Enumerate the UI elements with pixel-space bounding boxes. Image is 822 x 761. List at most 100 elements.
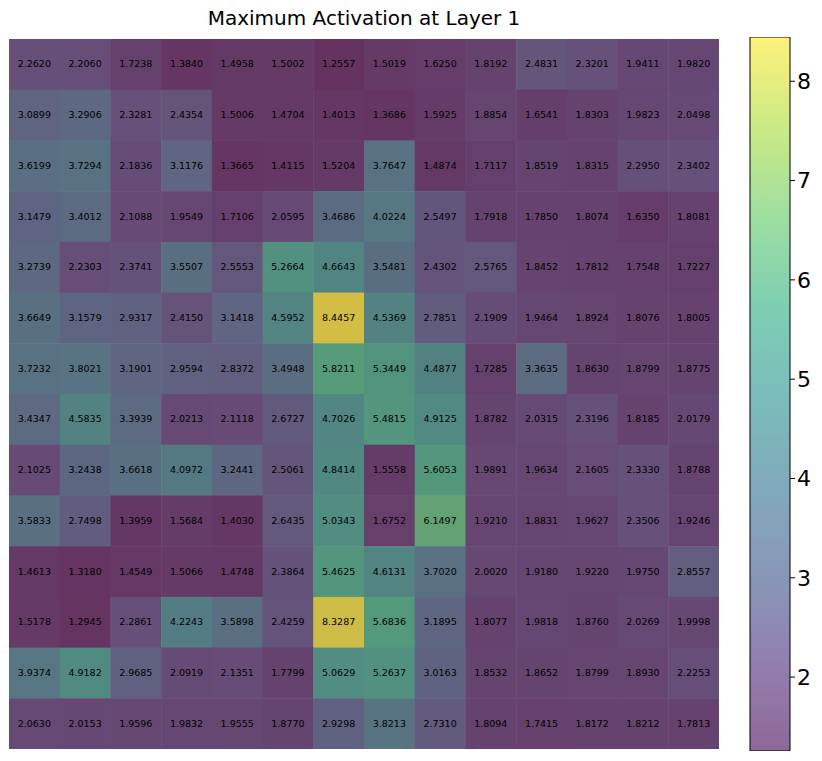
svg-text:7: 7 bbox=[797, 168, 811, 193]
svg-text:1.7117: 1.7117 bbox=[474, 160, 507, 171]
svg-text:1.7285: 1.7285 bbox=[474, 363, 507, 374]
svg-text:2.9594: 2.9594 bbox=[170, 363, 203, 374]
svg-text:2.2303: 2.2303 bbox=[68, 261, 101, 272]
svg-text:3.3939: 3.3939 bbox=[119, 413, 152, 424]
svg-text:2.3201: 2.3201 bbox=[576, 58, 609, 69]
svg-text:3.5481: 3.5481 bbox=[373, 261, 406, 272]
svg-text:1.4874: 1.4874 bbox=[423, 160, 456, 171]
svg-text:1.7548: 1.7548 bbox=[626, 261, 659, 272]
svg-text:1.9634: 1.9634 bbox=[525, 464, 558, 475]
svg-text:1.8519: 1.8519 bbox=[525, 160, 558, 171]
svg-text:2.0153: 2.0153 bbox=[68, 718, 101, 729]
svg-text:1.4704: 1.4704 bbox=[271, 109, 304, 120]
svg-text:1.8315: 1.8315 bbox=[576, 160, 609, 171]
svg-text:2.2253: 2.2253 bbox=[677, 667, 710, 678]
svg-text:1.8452: 1.8452 bbox=[525, 261, 558, 272]
svg-text:1.9820: 1.9820 bbox=[677, 58, 710, 69]
svg-text:4.5952: 4.5952 bbox=[271, 312, 304, 323]
svg-text:1.9832: 1.9832 bbox=[170, 718, 203, 729]
svg-text:2.3864: 2.3864 bbox=[271, 566, 304, 577]
svg-text:3: 3 bbox=[797, 566, 811, 591]
svg-text:5.2637: 5.2637 bbox=[373, 667, 406, 678]
svg-text:1.8799: 1.8799 bbox=[576, 667, 609, 678]
svg-text:2.0919: 2.0919 bbox=[170, 667, 203, 678]
svg-text:3.5898: 3.5898 bbox=[221, 616, 254, 627]
svg-text:1.4613: 1.4613 bbox=[18, 566, 51, 577]
svg-text:5: 5 bbox=[797, 367, 811, 392]
svg-text:2.0179: 2.0179 bbox=[677, 413, 710, 424]
svg-text:1.8081: 1.8081 bbox=[677, 211, 710, 222]
svg-text:1.4115: 1.4115 bbox=[271, 160, 304, 171]
svg-text:2.0213: 2.0213 bbox=[170, 413, 203, 424]
svg-text:4.9125: 4.9125 bbox=[423, 413, 456, 424]
svg-text:1.7813: 1.7813 bbox=[677, 718, 710, 729]
svg-text:2.7310: 2.7310 bbox=[423, 718, 456, 729]
svg-text:1.4958: 1.4958 bbox=[221, 58, 254, 69]
svg-text:5.6053: 5.6053 bbox=[423, 464, 456, 475]
svg-text:1.9411: 1.9411 bbox=[626, 58, 659, 69]
svg-text:1.6541: 1.6541 bbox=[525, 109, 558, 120]
svg-text:2.1118: 2.1118 bbox=[221, 413, 254, 424]
svg-text:1.9998: 1.9998 bbox=[677, 616, 710, 627]
svg-text:2.4150: 2.4150 bbox=[170, 312, 203, 323]
svg-text:3.7294: 3.7294 bbox=[68, 160, 101, 171]
svg-text:4.8414: 4.8414 bbox=[322, 464, 355, 475]
svg-text:2.8557: 2.8557 bbox=[677, 566, 710, 577]
svg-text:1.8005: 1.8005 bbox=[677, 312, 710, 323]
svg-text:1.8788: 1.8788 bbox=[677, 464, 710, 475]
svg-text:2.4354: 2.4354 bbox=[170, 109, 203, 120]
svg-text:1.5178: 1.5178 bbox=[18, 616, 51, 627]
svg-text:1.2557: 1.2557 bbox=[322, 58, 355, 69]
svg-text:1.7227: 1.7227 bbox=[677, 261, 710, 272]
svg-text:2.9317: 2.9317 bbox=[119, 312, 152, 323]
svg-text:3.9374: 3.9374 bbox=[18, 667, 51, 678]
svg-text:3.4948: 3.4948 bbox=[271, 363, 304, 374]
svg-text:4.4877: 4.4877 bbox=[423, 363, 456, 374]
svg-text:2: 2 bbox=[797, 665, 811, 690]
svg-text:1.8094: 1.8094 bbox=[474, 718, 507, 729]
svg-text:3.2906: 3.2906 bbox=[68, 109, 101, 120]
svg-text:5.2664: 5.2664 bbox=[271, 261, 304, 272]
svg-text:3.7020: 3.7020 bbox=[423, 566, 456, 577]
svg-text:2.0630: 2.0630 bbox=[18, 718, 51, 729]
svg-text:2.5765: 2.5765 bbox=[474, 261, 507, 272]
svg-text:1.4748: 1.4748 bbox=[221, 566, 254, 577]
svg-text:3.3635: 3.3635 bbox=[525, 363, 558, 374]
svg-text:3.1895: 3.1895 bbox=[423, 616, 456, 627]
svg-text:1.5558: 1.5558 bbox=[373, 464, 406, 475]
svg-text:2.5553: 2.5553 bbox=[221, 261, 254, 272]
svg-text:3.5507: 3.5507 bbox=[170, 261, 203, 272]
svg-text:1.9220: 1.9220 bbox=[576, 566, 609, 577]
svg-text:1.8076: 1.8076 bbox=[626, 312, 659, 323]
svg-text:2.3281: 2.3281 bbox=[119, 109, 152, 120]
svg-text:5.0343: 5.0343 bbox=[322, 515, 355, 526]
svg-text:1.2945: 1.2945 bbox=[68, 616, 101, 627]
svg-text:1.7812: 1.7812 bbox=[576, 261, 609, 272]
svg-text:1.7238: 1.7238 bbox=[119, 58, 152, 69]
svg-text:1.8799: 1.8799 bbox=[626, 363, 659, 374]
svg-text:1.7850: 1.7850 bbox=[525, 211, 558, 222]
svg-text:2.6727: 2.6727 bbox=[271, 413, 304, 424]
svg-text:1.8532: 1.8532 bbox=[474, 667, 507, 678]
svg-text:8.4457: 8.4457 bbox=[322, 312, 355, 323]
svg-text:1.8930: 1.8930 bbox=[626, 667, 659, 678]
svg-text:1.6752: 1.6752 bbox=[373, 515, 406, 526]
svg-text:1.8831: 1.8831 bbox=[525, 515, 558, 526]
svg-text:2.4259: 2.4259 bbox=[271, 616, 304, 627]
svg-text:2.0269: 2.0269 bbox=[626, 616, 659, 627]
svg-text:1.8652: 1.8652 bbox=[525, 667, 558, 678]
svg-text:1.9891: 1.9891 bbox=[474, 464, 507, 475]
svg-text:4.5369: 4.5369 bbox=[373, 312, 406, 323]
svg-text:1.9180: 1.9180 bbox=[525, 566, 558, 577]
svg-text:2.1836: 2.1836 bbox=[119, 160, 152, 171]
svg-text:5.8211: 5.8211 bbox=[322, 363, 355, 374]
svg-text:1.7106: 1.7106 bbox=[221, 211, 254, 222]
svg-text:1.8782: 1.8782 bbox=[474, 413, 507, 424]
svg-text:1.8074: 1.8074 bbox=[576, 211, 609, 222]
svg-text:2.0498: 2.0498 bbox=[677, 109, 710, 120]
svg-text:2.2950: 2.2950 bbox=[626, 160, 659, 171]
svg-text:1.5204: 1.5204 bbox=[322, 160, 355, 171]
svg-text:2.0595: 2.0595 bbox=[271, 211, 304, 222]
svg-text:1.8212: 1.8212 bbox=[626, 718, 659, 729]
svg-text:1.3665: 1.3665 bbox=[221, 160, 254, 171]
